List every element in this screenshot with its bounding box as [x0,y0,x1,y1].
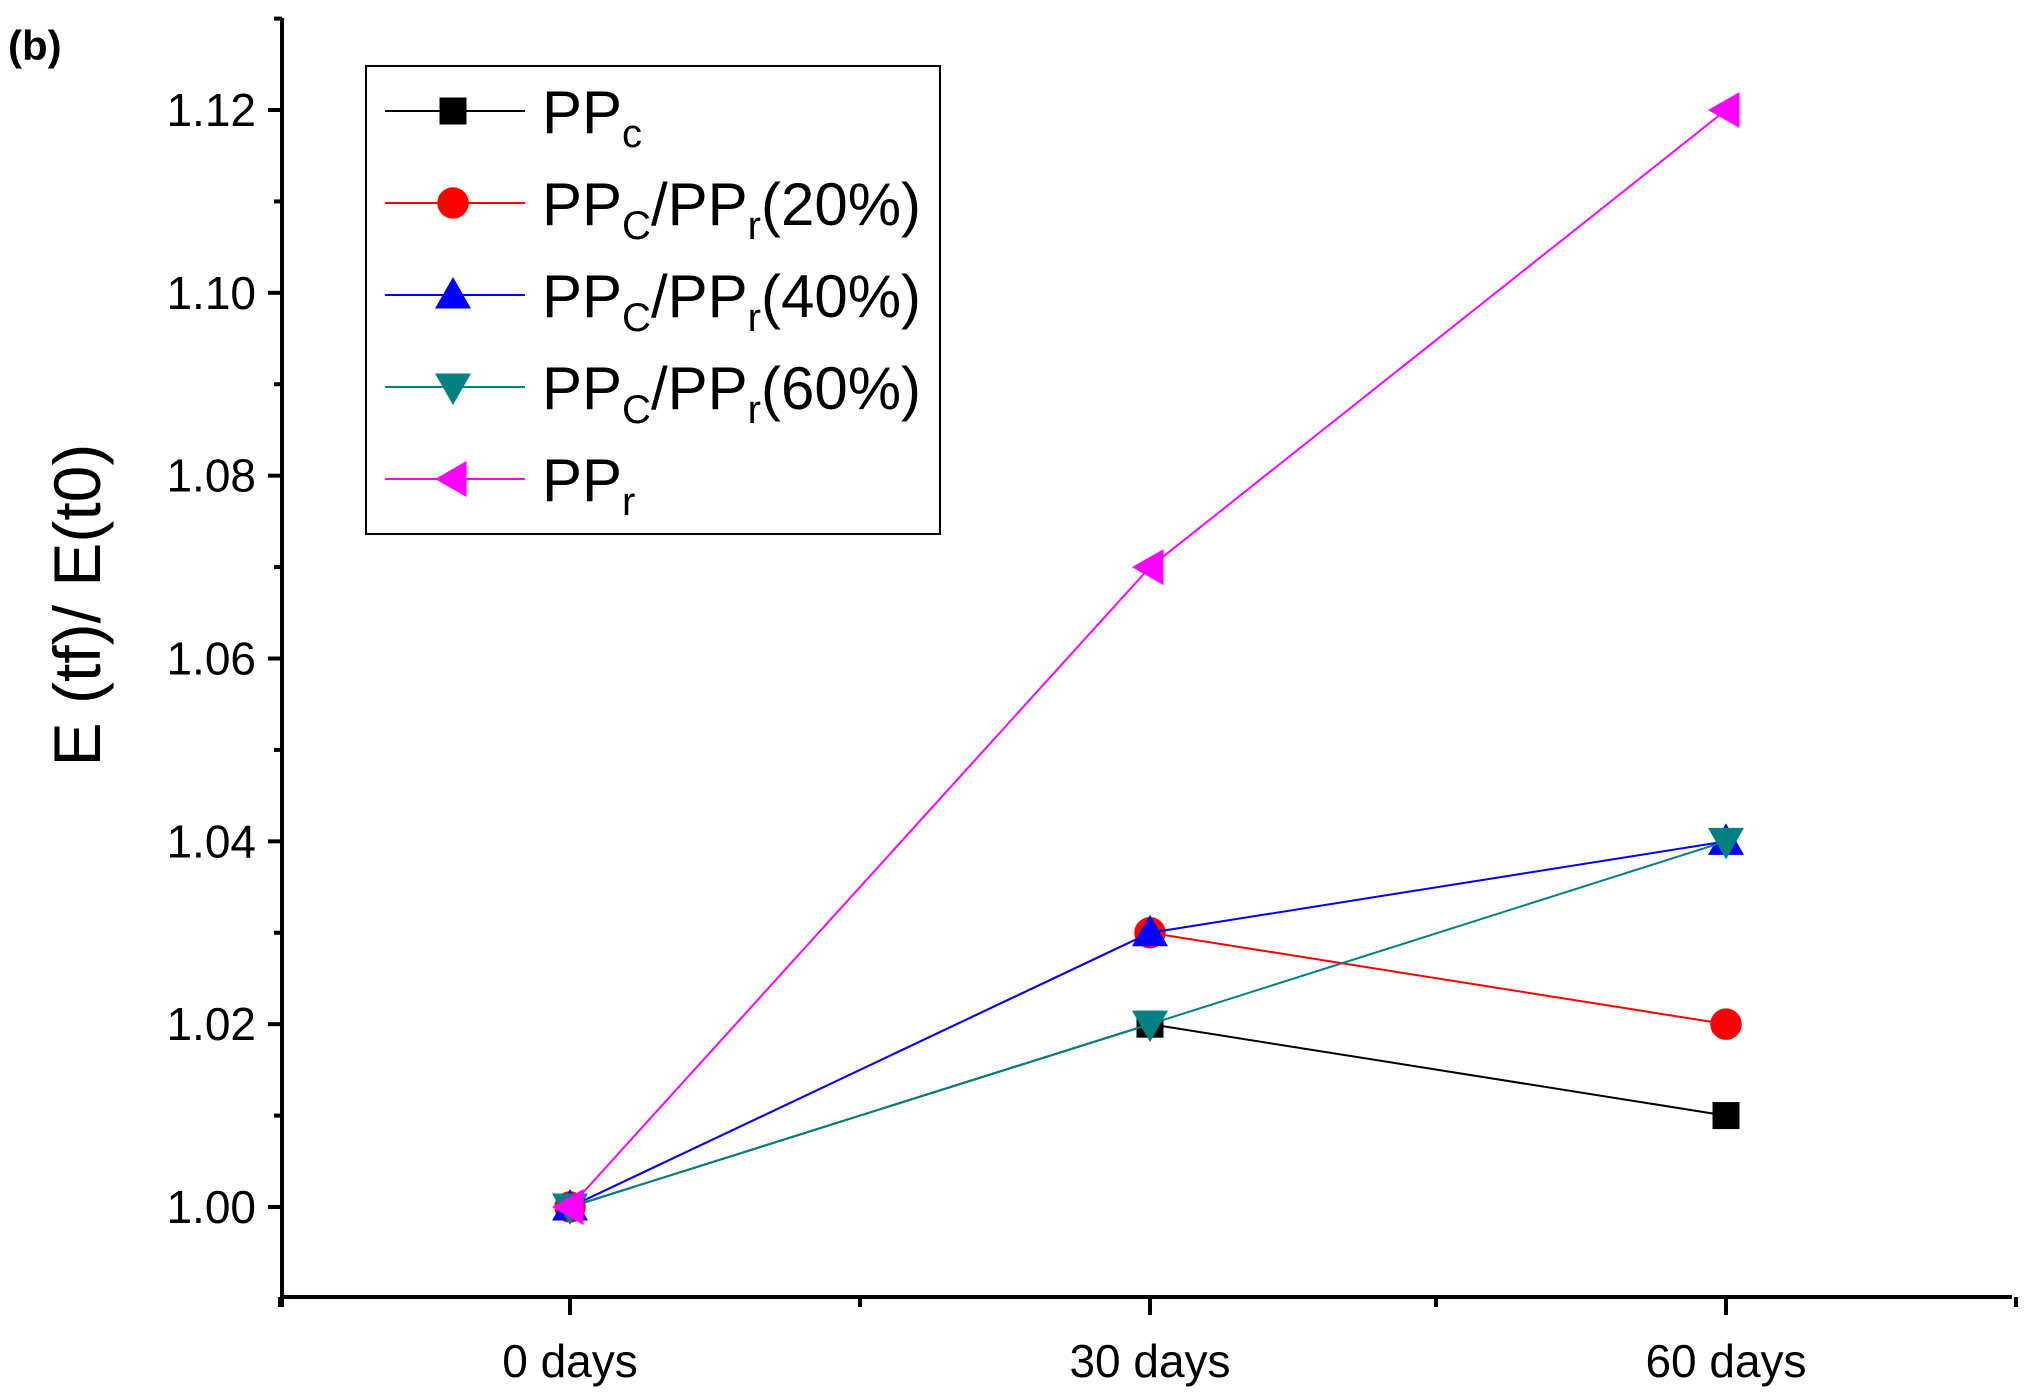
legend-label: PPc [542,79,642,156]
plot-area: 1.00 1.02 1.04 1.06 1.08 1.10 1.12 0 days 30 day… [166,16,2018,1387]
y-tick-label: 1.10 [166,267,256,319]
legend-marker [437,187,469,219]
series-line [569,1023,1727,1208]
legend-label: PPr [542,447,635,524]
legend-label: PPC/PPr(20%) [542,171,921,248]
data-point [1132,914,1168,947]
data-point [1708,92,1740,128]
legend-marker [435,373,471,405]
x-tick-label: 60 days [1645,1335,1806,1387]
y-tick-label: 1.06 [166,633,256,685]
panel-label: (b) [8,22,62,69]
x-tick-label: 30 days [1069,1335,1230,1387]
y-axis-label: E (tf)/ E(t0) [40,444,114,767]
y-tick-label: 1.00 [166,1181,256,1233]
x-tick-label: 0 days [502,1335,638,1387]
data-point [1132,1010,1168,1043]
y-tick-label: 1.12 [166,84,256,136]
legend-marker [435,461,467,497]
legend-label: PPC/PPr(40%) [542,263,921,340]
y-tick-label: 1.08 [166,450,256,502]
series-line [569,931,1727,1208]
data-point [1708,827,1744,860]
data-point [1132,549,1164,586]
data-point [552,1189,584,1225]
y-tick-label: 1.04 [166,815,256,867]
legend-marker [439,97,467,125]
legend-marker [435,277,471,309]
data-point [1712,1102,1740,1130]
y-tick-label: 1.02 [166,998,256,1050]
legend: PPc PPC/PPr(20%) PPC/PPr(40%) PPC/PPr(60%) P… [365,65,941,535]
legend-label: PPC/PPr(60%) [542,355,921,432]
data-point [1710,1008,1742,1040]
